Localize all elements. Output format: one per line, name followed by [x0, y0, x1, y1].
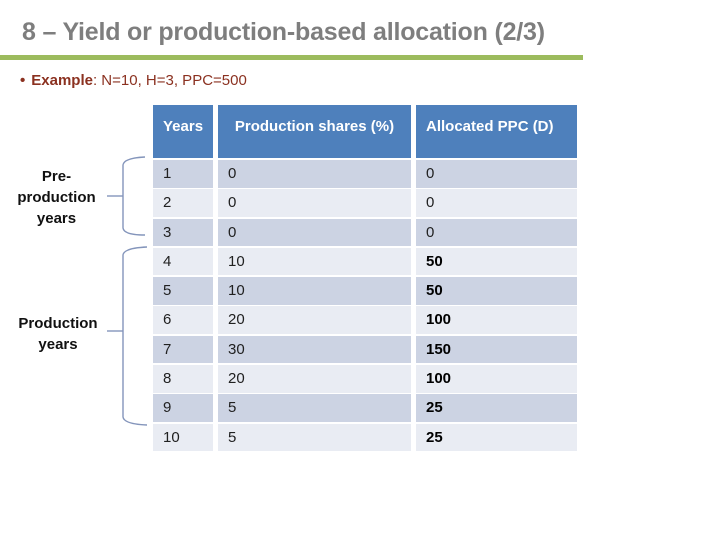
- brace-production-icon: [107, 246, 148, 426]
- table-row: 6 20 100: [153, 306, 577, 334]
- cell-allocated-ppc: 50: [416, 277, 577, 305]
- cell-allocated-ppc: 25: [416, 423, 577, 452]
- group-label-pre-production-years: Pre- production years: [17, 168, 96, 227]
- brace-pre-production-icon: [107, 156, 146, 236]
- bullet-icon: •: [20, 72, 26, 89]
- cell-allocated-ppc: 100: [416, 365, 577, 393]
- table-row: 7 30 150: [153, 335, 577, 364]
- cell-year: 6: [153, 306, 213, 334]
- table-row: 10 5 25: [153, 423, 577, 452]
- cell-year: 8: [153, 365, 213, 393]
- title-underline-rule: [0, 55, 583, 60]
- table-row: 9 5 25: [153, 394, 577, 422]
- cell-production-share: 10: [218, 247, 411, 276]
- cell-production-share: 20: [218, 306, 411, 334]
- cell-allocated-ppc: 25: [416, 394, 577, 422]
- example-text: : N=10, H=3, PPC=500: [92, 72, 247, 89]
- table-row: 3 0 0: [153, 218, 577, 247]
- slide-title: 8 – Yield or production-based allocation…: [22, 18, 545, 46]
- cell-allocated-ppc: 0: [416, 218, 577, 247]
- cell-production-share: 20: [218, 365, 411, 393]
- cell-production-share: 5: [218, 423, 411, 452]
- example-label: Example: [31, 72, 93, 89]
- header-allocated-ppc: Allocated PPC (D): [416, 105, 577, 158]
- cell-allocated-ppc: 50: [416, 247, 577, 276]
- allocation-table: Years Production shares (%) Allocated PP…: [153, 105, 577, 452]
- cell-allocated-ppc: 100: [416, 306, 577, 334]
- cell-allocated-ppc: 0: [416, 160, 577, 188]
- table-header-row: Years Production shares (%) Allocated PP…: [153, 105, 577, 158]
- cell-production-share: 0: [218, 160, 411, 188]
- table-row: 8 20 100: [153, 365, 577, 393]
- cell-year: 7: [153, 335, 213, 364]
- table-row: 2 0 0: [153, 189, 577, 217]
- row-group-braces: [107, 156, 148, 426]
- header-production-shares: Production shares (%): [218, 105, 411, 158]
- cell-allocated-ppc: 0: [416, 189, 577, 217]
- cell-production-share: 0: [218, 218, 411, 247]
- cell-production-share: 5: [218, 394, 411, 422]
- table-row: 4 10 50: [153, 247, 577, 276]
- cell-production-share: 0: [218, 189, 411, 217]
- cell-year: 10: [153, 423, 213, 452]
- cell-year: 9: [153, 394, 213, 422]
- cell-production-share: 10: [218, 277, 411, 305]
- table-body: 1 0 0 2 0 0 3 0 0 4 10 50 5 10 50 6 20 1…: [153, 160, 577, 452]
- group-label-production-years: Production years: [18, 315, 98, 353]
- cell-year: 3: [153, 218, 213, 247]
- cell-year: 1: [153, 160, 213, 188]
- cell-year: 5: [153, 277, 213, 305]
- table-row: 5 10 50: [153, 277, 577, 305]
- cell-allocated-ppc: 150: [416, 335, 577, 364]
- example-bullet: • Example: N=10, H=3, PPC=500: [20, 72, 247, 89]
- cell-year: 4: [153, 247, 213, 276]
- header-years: Years: [153, 105, 213, 158]
- cell-production-share: 30: [218, 335, 411, 364]
- table-row: 1 0 0: [153, 160, 577, 188]
- cell-year: 2: [153, 189, 213, 217]
